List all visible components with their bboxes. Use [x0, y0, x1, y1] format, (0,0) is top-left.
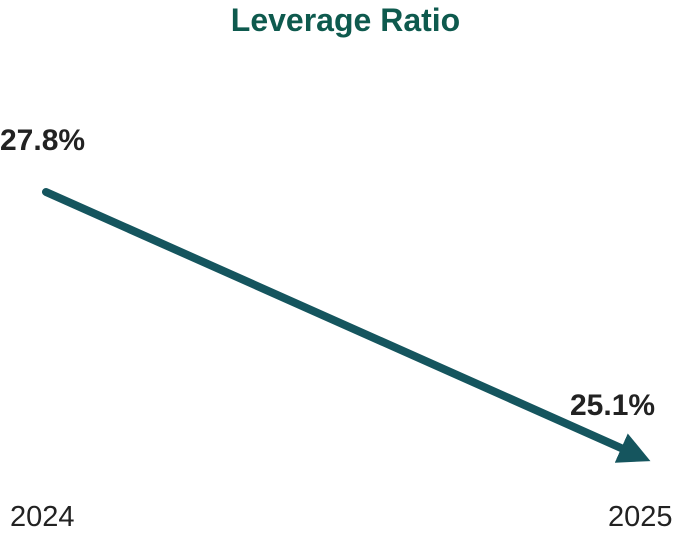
chart-title: Leverage Ratio — [230, 2, 461, 38]
data-label-2025: 25.1% — [570, 389, 656, 422]
series-line — [42, 188, 651, 463]
x-tick-label-2024: 2024 — [10, 501, 75, 533]
data-label-2024: 27.8% — [0, 124, 86, 157]
x-tick-label-2025: 2025 — [608, 501, 673, 533]
